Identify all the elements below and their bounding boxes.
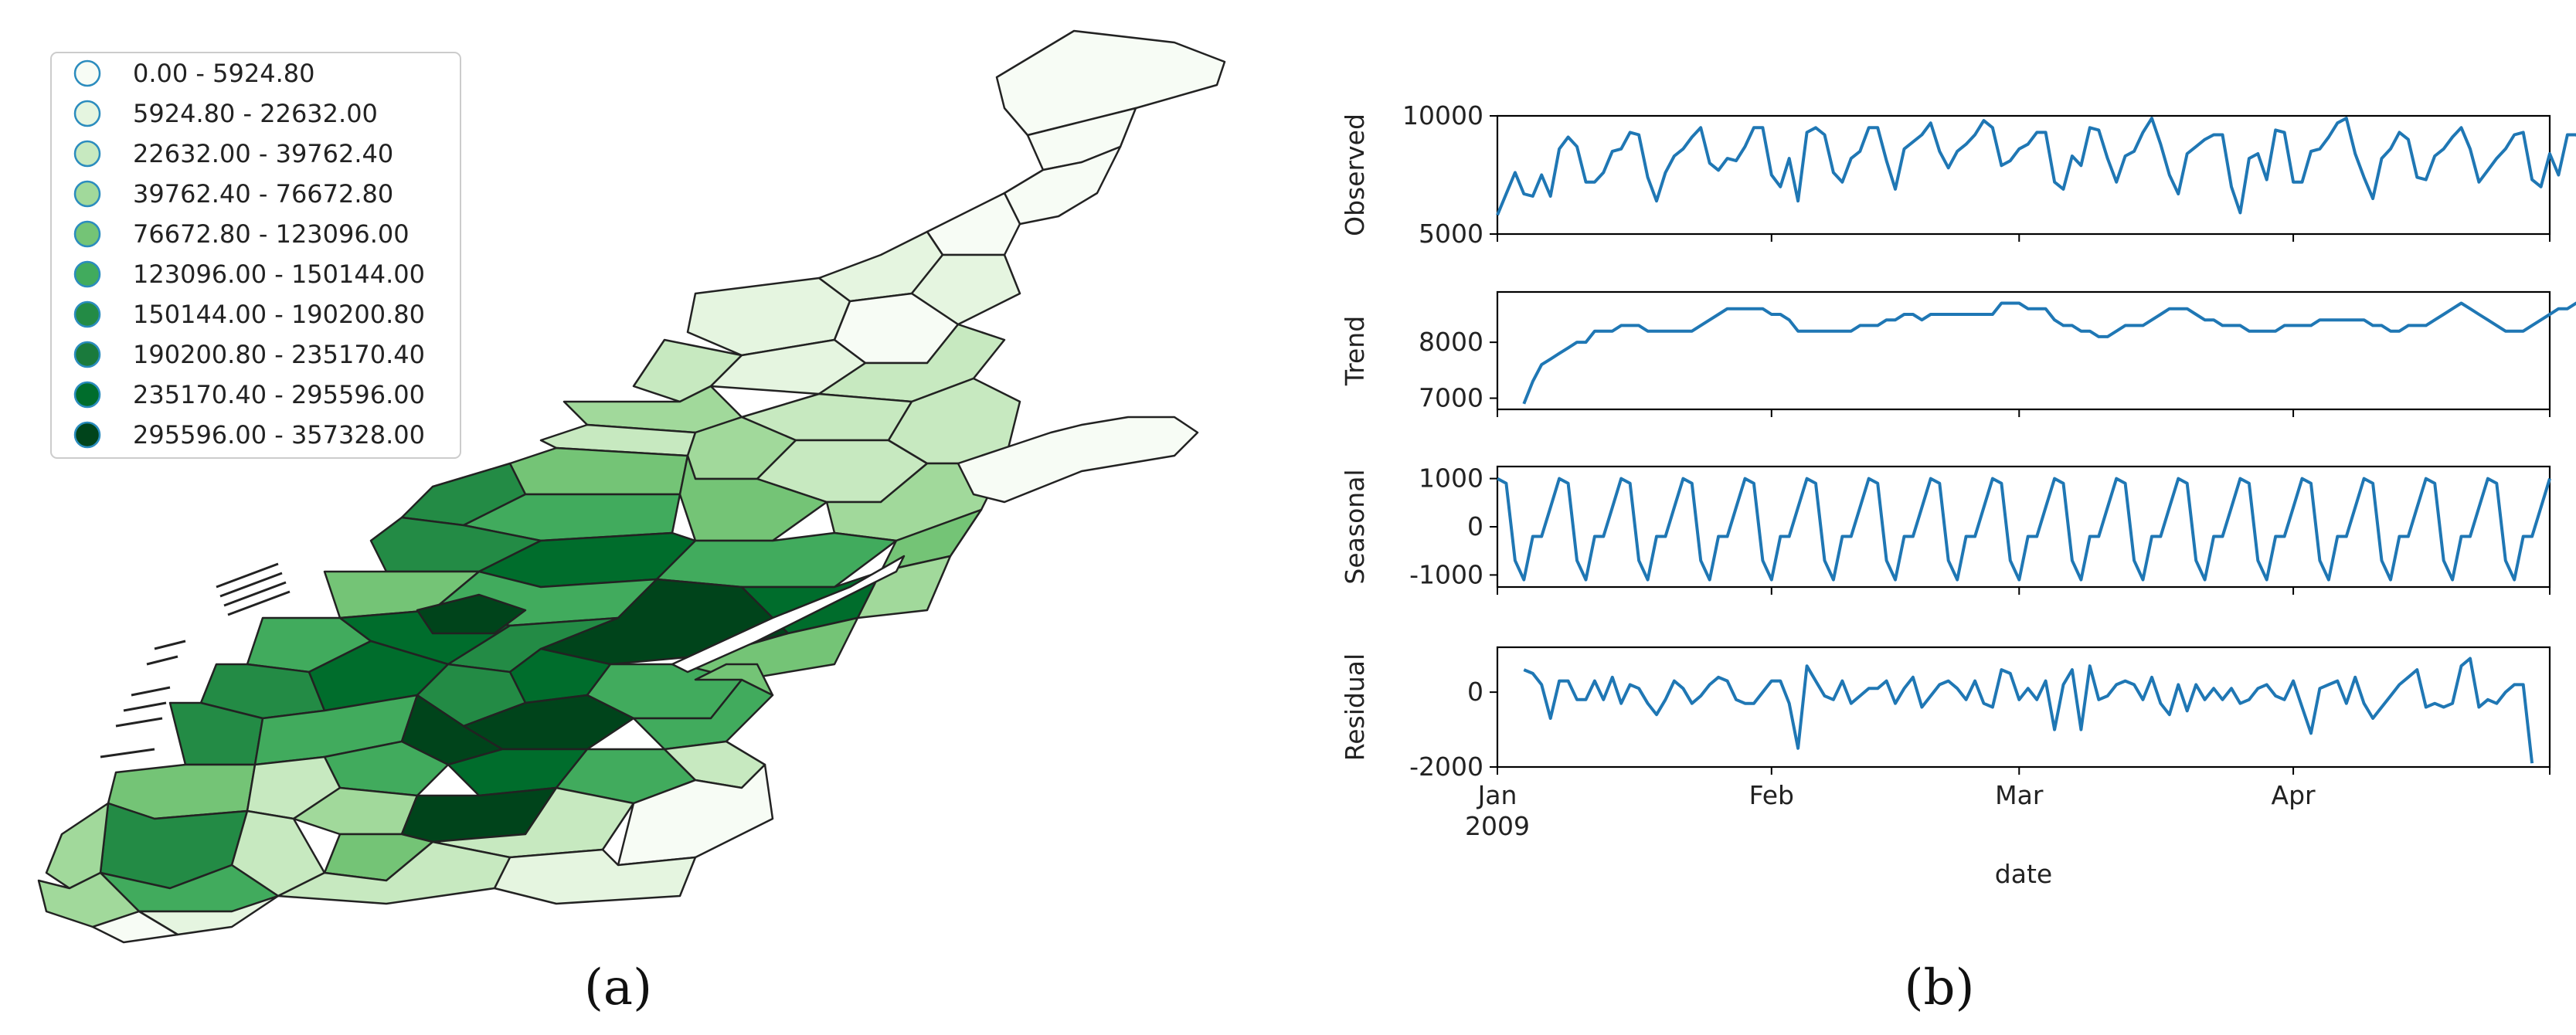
legend-marker — [73, 341, 101, 368]
series-line-residual — [1523, 657, 2534, 764]
subplot-frame-trend — [1496, 290, 2551, 411]
map-region — [508, 446, 689, 496]
x-axis-label: date — [1995, 859, 2052, 889]
y-axis-label: Observed — [1340, 114, 1370, 236]
subplot-frame-observed — [1496, 114, 2551, 236]
legend-marker — [73, 59, 101, 87]
map-island — [957, 416, 1199, 504]
map-region — [995, 29, 1226, 137]
legend-marker — [73, 381, 101, 409]
legend-label: 190200.80 - 235170.40 — [133, 340, 425, 369]
legend-frame — [50, 52, 461, 459]
choropleth-map — [37, 29, 1226, 944]
x-tick-label-year: 2009 — [1465, 811, 1530, 841]
map-piers — [100, 562, 291, 758]
legend-label: 235170.40 - 295596.00 — [133, 380, 425, 409]
legend-label: 5924.80 - 22632.00 — [133, 99, 378, 128]
series-line-seasonal — [1497, 477, 2551, 582]
legend-label: 22632.00 - 39762.40 — [133, 139, 393, 168]
map-region — [910, 253, 1021, 326]
caption-b: (b) — [1905, 959, 1975, 1016]
map-region — [416, 593, 527, 635]
legend-marker — [73, 100, 101, 127]
series-line-trend — [1522, 301, 2576, 405]
legend-marker — [73, 260, 101, 288]
legend-label: 123096.00 - 150144.00 — [133, 260, 425, 289]
decomposition-chart: 500010000Observed70008000Trend-100001000… — [1340, 100, 2576, 889]
map-region — [493, 848, 697, 905]
y-axis-label: Residual — [1340, 653, 1370, 761]
y-tick-label: 0 — [1467, 511, 1483, 541]
legend-marker — [73, 140, 101, 168]
map-legend: 0.00 - 5924.80 5924.80 - 22632.00 22632.00… — [50, 52, 461, 459]
series-line-observed — [1496, 117, 2576, 216]
x-tick-label: Apr — [2272, 780, 2316, 810]
y-tick-label: 0 — [1467, 677, 1483, 707]
y-tick-label: 5000 — [1419, 219, 1483, 249]
caption-a: (a) — [584, 959, 652, 1016]
legend-label: 39762.40 - 76672.80 — [133, 179, 393, 209]
y-tick-label: 7000 — [1419, 383, 1483, 413]
legend-label: 0.00 - 5924.80 — [133, 59, 314, 88]
x-tick-label: Jan — [1477, 780, 1517, 810]
y-tick-label: -1000 — [1409, 559, 1483, 589]
y-axis-label: Trend — [1340, 316, 1370, 386]
legend-marker — [73, 180, 101, 208]
x-tick-label: Mar — [1995, 780, 2044, 810]
legend-label: 76672.80 - 123096.00 — [133, 219, 410, 249]
legend-label: 150144.00 - 190200.80 — [133, 300, 425, 329]
y-tick-label: 10000 — [1402, 100, 1483, 131]
map-region — [926, 192, 1021, 256]
legend-marker — [73, 300, 101, 328]
map-region — [694, 663, 774, 697]
map-region — [91, 910, 179, 944]
legend-label: 295596.00 - 357328.00 — [133, 420, 425, 450]
subplot-frame-residual — [1496, 646, 2551, 769]
y-tick-label: 8000 — [1419, 327, 1483, 357]
x-tick-label: Feb — [1749, 780, 1794, 810]
map-island — [671, 555, 906, 674]
y-tick-label: -2000 — [1409, 752, 1483, 782]
y-axis-label: Seasonal — [1340, 469, 1370, 584]
map-region — [277, 840, 511, 905]
legend-marker — [73, 421, 101, 449]
legend-marker — [73, 220, 101, 248]
y-tick-label: 1000 — [1419, 463, 1483, 494]
